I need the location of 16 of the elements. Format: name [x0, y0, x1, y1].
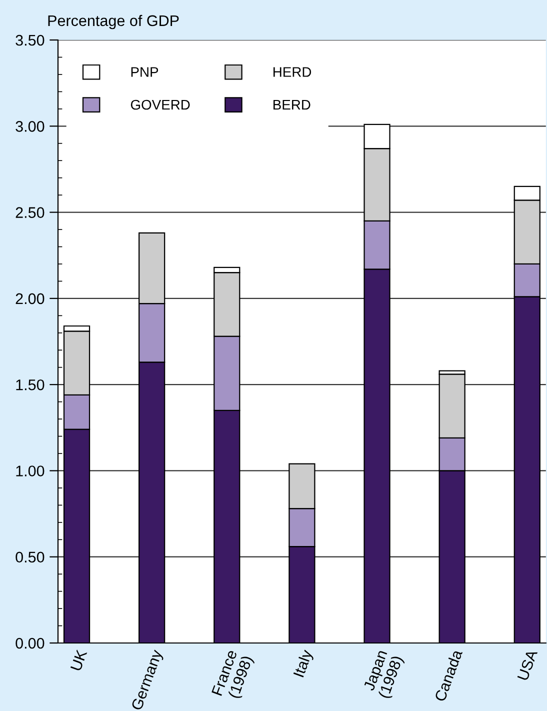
y-tick-label: 1.00	[16, 466, 44, 476]
y-tick-label: 2.00	[16, 293, 44, 304]
chart-title: Percentage of GDP	[48, 14, 179, 30]
y-tick-label: 0.50	[16, 552, 44, 563]
legend-label: HERD	[274, 67, 312, 77]
y-tick-label: 0.00	[16, 638, 44, 649]
legend-label: BERD	[274, 100, 310, 110]
legend-label: PNP	[131, 67, 158, 77]
y-tick-label: 3.00	[16, 121, 44, 132]
y-tick-label: 1.50	[16, 379, 44, 390]
y-tick-label: 3.50	[16, 34, 44, 46]
x-tick-label: USA	[517, 648, 538, 681]
legend-label: GOVERD	[130, 100, 190, 110]
x-tick-label: Italy	[292, 648, 316, 678]
x-tick-label: UK	[70, 648, 88, 672]
y-tick-label: 2.50	[16, 207, 44, 218]
